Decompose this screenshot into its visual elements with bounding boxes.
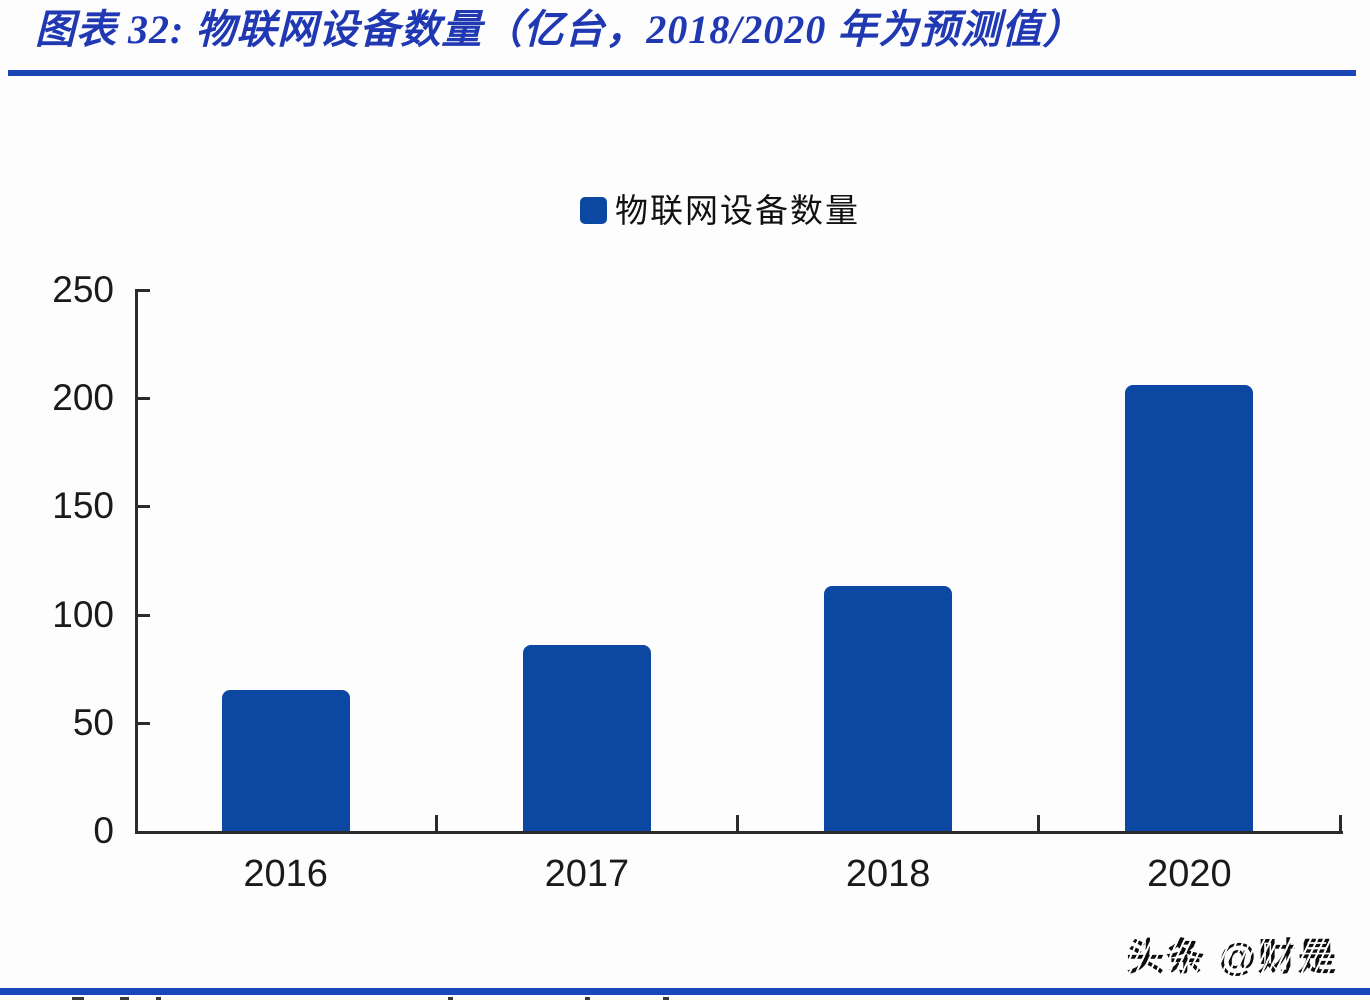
x-axis-category-label: 2020 <box>1147 853 1232 895</box>
bar-2016 <box>221 690 350 831</box>
y-axis-tick <box>135 289 150 292</box>
x-axis-tick <box>434 815 438 831</box>
y-axis-tick <box>135 721 150 725</box>
watermark: 头条 @财是 <box>1126 926 1338 981</box>
clipped-text-mark <box>120 997 129 1000</box>
bar-2018 <box>824 586 953 831</box>
x-axis-tick <box>736 815 739 831</box>
x-axis-tick <box>1338 815 1342 831</box>
y-axis-tick-label: 250 <box>52 269 114 310</box>
y-axis-tick-label: 150 <box>52 485 114 527</box>
y-axis-line <box>135 290 138 834</box>
legend-swatch <box>580 197 607 224</box>
legend-label: 物联网设备数量 <box>615 192 860 229</box>
y-axis-tick-label: 0 <box>93 810 114 851</box>
y-axis-tick <box>135 505 150 509</box>
clipped-text-mark <box>585 997 590 1000</box>
y-axis-tick-label: 50 <box>72 701 114 743</box>
figure-title: 图表 32: 物联网设备数量（亿台，2018/2020 年为预测值） <box>35 7 1084 52</box>
x-axis-category-label: 2016 <box>243 853 328 895</box>
clipped-text-mark <box>663 997 669 1000</box>
x-axis-category-label: 2017 <box>544 853 630 895</box>
x-axis-tick <box>1037 815 1041 831</box>
bar-2020 <box>1125 385 1254 831</box>
y-axis-tick <box>135 397 150 401</box>
y-axis-tick-label: 200 <box>52 377 114 419</box>
x-axis-category-label: 2018 <box>845 853 931 895</box>
clipped-text-mark <box>448 997 453 1000</box>
header-divider <box>8 70 1356 76</box>
legend: 物联网设备数量 <box>580 194 860 227</box>
y-axis-tick <box>135 613 150 617</box>
bar-2017 <box>522 644 651 831</box>
y-axis-tick-label: 100 <box>52 593 114 635</box>
bottom-divider <box>0 988 1370 995</box>
clipped-text-mark <box>156 997 161 1000</box>
x-axis-line <box>135 831 1343 834</box>
clipped-text-mark <box>72 997 84 1000</box>
